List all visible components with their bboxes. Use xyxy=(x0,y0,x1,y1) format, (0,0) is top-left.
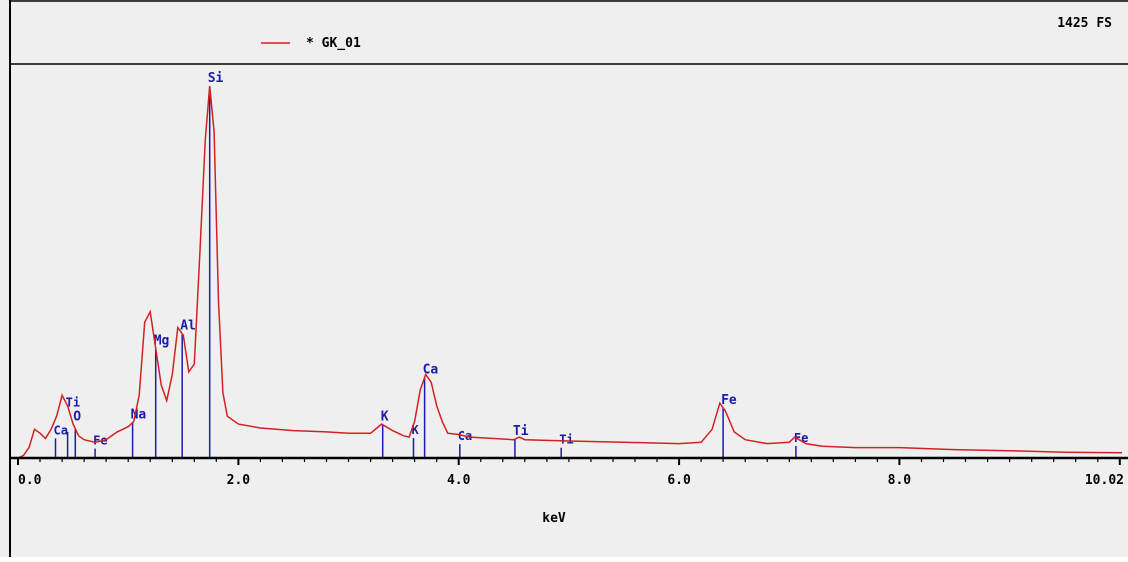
x-tick-label-1: 2.0 xyxy=(227,473,251,488)
x-axis-ticks xyxy=(17,458,1121,465)
marker-label-ti-13: Ti xyxy=(559,433,573,447)
x-axis-tick-labels: 0.0 2.0 4.0 6.0 8.0 10.02 xyxy=(18,473,1124,488)
x-tick-label-0: 0.0 xyxy=(18,473,42,488)
marker-label-fe-14: Fe xyxy=(721,393,737,408)
marker-label-ca-10: Ca xyxy=(423,363,439,378)
spectrum-line xyxy=(17,85,1123,459)
marker-label-k-8: K xyxy=(381,410,389,425)
marker-label-k-9: K xyxy=(412,423,420,437)
marker-label-si-7: Si xyxy=(208,71,224,86)
marker-label-na-4: Na xyxy=(131,408,147,423)
marker-label-ca-0: Ca xyxy=(54,423,68,437)
element-markers xyxy=(54,86,797,458)
x-axis-label: keV xyxy=(542,511,566,526)
marker-label-o-1: O xyxy=(73,409,81,424)
marker-label-ti-12: Ti xyxy=(513,424,529,439)
full-scale-label: 1425 FS xyxy=(1057,16,1112,31)
x-tick-label-5: 10.02 xyxy=(1085,473,1124,488)
marker-label-fe-15: Fe xyxy=(794,431,808,445)
marker-label-mg-5: Mg xyxy=(154,333,170,348)
legend-label: * GK_01 xyxy=(306,36,361,51)
x-tick-label-2: 4.0 xyxy=(447,473,471,488)
x-tick-label-3: 6.0 xyxy=(667,473,691,488)
x-tick-label-4: 8.0 xyxy=(888,473,912,488)
marker-label-al-6: Al xyxy=(180,319,196,334)
marker-label-ti-2: Ti xyxy=(66,395,80,409)
